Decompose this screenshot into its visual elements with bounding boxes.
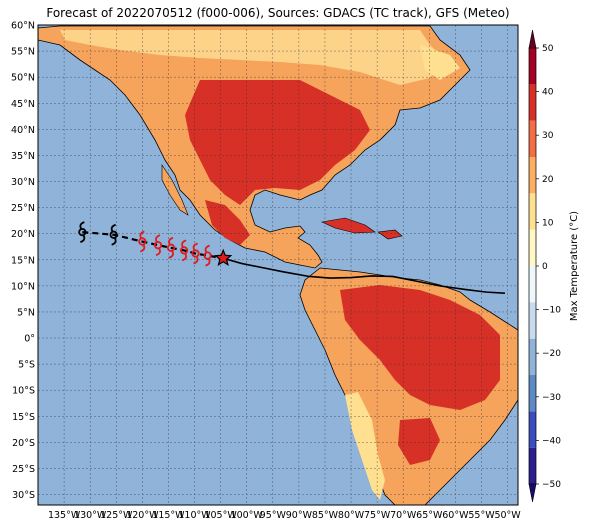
colorbar-segment [529,302,536,339]
colorbar-top-arrow [528,29,537,49]
lon-tick-label: 115°W [152,510,185,521]
lat-tick-label: 45°N [11,99,35,110]
colorbar-tick-label: −40 [542,436,561,446]
colorbar-segment [529,48,536,85]
colorbar-segment [529,411,536,448]
storm-symbol-icon[interactable] [153,234,163,257]
lon-tick-label: 105°W [204,510,237,521]
lat-tick-label: 5°S [18,360,35,371]
gridlines [38,25,518,505]
lat-tick-label: 25°N [11,203,35,214]
lon-tick-label: 90°W [286,510,313,521]
lat-tick-label: 20°N [11,229,35,240]
lon-tick-label: 135°W [48,510,81,521]
colorbar-segment [529,193,536,230]
colorbar-segment [529,84,536,121]
storm-symbol-icon[interactable] [109,223,118,246]
region-mild-andes [345,392,385,500]
longitude-axis: 135°W130°W125°W120°W115°W110°W105°W100°W… [48,510,521,521]
island-cuba [321,217,376,234]
lon-tick-label: 65°W [416,510,443,521]
lat-tick-label: 0° [24,334,35,345]
lat-tick-label: 50°N [11,73,35,84]
colorbar-tick-label: 40 [542,88,554,98]
region-hot-interior [185,80,370,205]
latitude-axis: 60°N 55°N 50°N 45°N 40°N 35°N 30°N 25°N 20°N 15°N… [11,21,35,502]
lon-tick-label: 80°W [338,510,365,521]
storm-symbol-icon[interactable] [179,239,189,262]
lon-tick-label: 60°W [442,510,469,521]
colorbar-segment [529,157,536,194]
lat-tick-label: 20°S [12,438,35,449]
lon-tick-label: 85°W [312,510,339,521]
colorbar-bottom-arrow [528,483,537,503]
lat-tick-label: 40°N [11,125,35,136]
lon-tick-label: 125°W [100,510,133,521]
colorbar: 50 40 30 20 10 0 −10 −20 −30 −40 −50 Max Temperatu… [528,29,580,503]
current-position-star-icon[interactable] [214,248,233,267]
storm-symbol-icon[interactable] [203,244,212,267]
lat-tick-label: 5°N [17,307,35,318]
colorbar-tick-label: −10 [542,306,561,316]
lat-tick-label: 30°N [11,177,35,188]
storm-symbol-icon[interactable] [78,221,87,243]
colorbar-tick-label: 50 [542,44,554,54]
colorbar-label: Max Temperature (°C) [569,211,580,321]
storm-symbol-icon[interactable] [138,230,147,253]
storm-symbol-icon[interactable] [166,236,176,259]
colorbar-segment [529,447,536,484]
map-title: Forecast of 2022070512 (f000-006), Sourc… [46,6,510,20]
lon-tick-label: 70°W [390,510,417,521]
region-mild-north [60,30,445,85]
region-light-north [420,45,460,80]
lon-tick-label: 95°W [260,510,287,521]
lat-tick-label: 15°N [11,255,35,266]
colorbar-segment [529,266,536,303]
map-area[interactable] [38,25,518,505]
colorbar-tick-label: 10 [542,218,554,228]
lon-tick-label: 120°W [126,510,159,521]
lon-tick-label: 75°W [364,510,391,521]
lat-tick-label: 10°S [12,386,35,397]
colorbar-tick-label: 30 [542,131,554,141]
lat-tick-label: 35°N [11,151,35,162]
colorbar-segment [529,120,536,157]
colorbar-tick-label: −20 [542,349,561,359]
colorbar-segment [529,338,536,375]
lat-tick-label: 30°S [12,490,35,501]
colorbar-tick-label: −30 [542,393,561,403]
lon-tick-label: 55°W [468,510,495,521]
colorbar-tick-label: 20 [542,175,554,185]
colorbar-segment [529,375,536,412]
map-frame [37,24,519,506]
colorbar-tick-label: 0 [542,262,548,272]
forecast-storm-symbols [78,221,212,267]
storm-symbol-icon[interactable] [191,242,200,265]
lat-tick-label: 60°N [11,21,35,32]
lat-tick-label: 15°S [12,412,35,423]
lon-tick-label: 100°W [231,510,264,521]
region-hot-amazon [340,285,500,410]
colorbar-tick-label: −50 [542,480,561,490]
colorbar-segment [529,229,536,266]
lon-tick-label: 130°W [74,510,107,521]
lon-tick-label: 50°W [494,510,521,521]
lat-tick-label: 55°N [11,47,35,58]
lon-tick-label: 110°W [178,510,211,521]
lat-tick-label: 10°N [11,281,35,292]
island-hispaniola [377,229,403,240]
lat-tick-label: 25°S [12,464,35,475]
past-track-line [222,257,506,294]
